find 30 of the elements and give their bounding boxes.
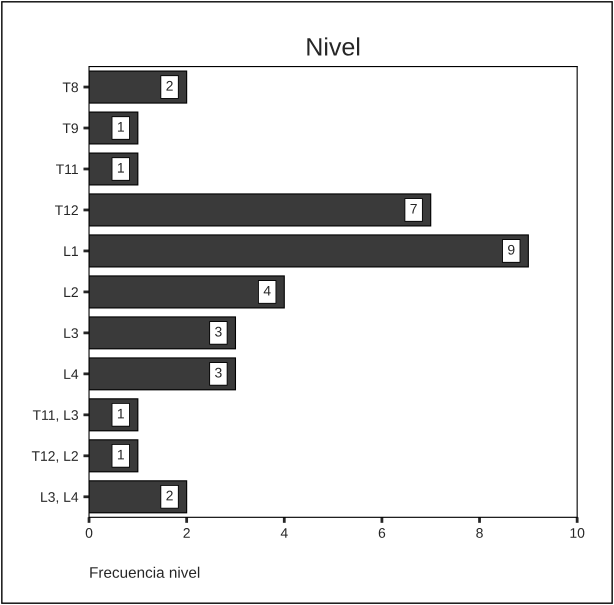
x-tick-label: 8 xyxy=(476,528,483,538)
data-label: 1 xyxy=(118,163,124,173)
data-label: 3 xyxy=(215,326,222,337)
data-label: 7 xyxy=(410,204,417,214)
data-label: 2 xyxy=(166,490,173,500)
y-tick-label: T11 xyxy=(56,164,78,174)
data-label: 4 xyxy=(264,286,271,296)
y-tick-label: T12, L2 xyxy=(32,451,78,463)
x-tick-label: 10 xyxy=(570,528,584,538)
x-tick-label: 0 xyxy=(86,528,92,538)
chart-title: Nivel xyxy=(307,37,360,56)
x-axis-title: Frecuencia nivel xyxy=(90,566,200,578)
y-tick-label: L3 xyxy=(64,328,78,338)
y-tick-label: L4 xyxy=(64,369,78,379)
y-tick-label: T12 xyxy=(54,205,78,215)
x-tick-label: 4 xyxy=(280,528,288,538)
y-tick-label: L2 xyxy=(64,287,78,297)
data-label: 3 xyxy=(215,368,222,378)
data-label: 1 xyxy=(118,408,124,418)
x-tick-label: 2 xyxy=(183,528,190,538)
y-tick-label: T9 xyxy=(62,123,78,134)
data-label: 9 xyxy=(508,244,514,255)
data-label: 1 xyxy=(118,450,124,460)
y-tick-label: T11, L3 xyxy=(32,410,78,422)
x-tick-label: 6 xyxy=(378,528,386,538)
y-tick-label: L3, L4 xyxy=(41,492,78,504)
y-tick-label: L1 xyxy=(64,246,78,256)
y-tick-label: T8 xyxy=(62,82,78,92)
data-label: 1 xyxy=(118,122,124,132)
data-label: 2 xyxy=(166,80,173,91)
